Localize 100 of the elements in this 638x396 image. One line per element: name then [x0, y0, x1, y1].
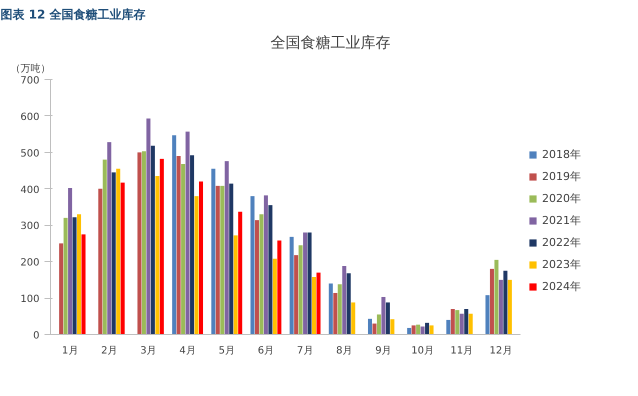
- legend-label: 2019年: [542, 169, 581, 184]
- bar: [446, 320, 450, 334]
- bar: [112, 172, 116, 334]
- bar: [450, 309, 455, 334]
- text: 图表 12 全国食糖工业库存: [0, 8, 146, 22]
- bar: [72, 217, 77, 334]
- bar: [150, 146, 155, 334]
- bar: [464, 309, 468, 334]
- bar: [220, 186, 224, 334]
- bar: [342, 266, 346, 334]
- bar: [176, 156, 181, 334]
- bar: [368, 318, 372, 334]
- bar: [120, 182, 125, 334]
- bar: [77, 214, 82, 334]
- bar: [107, 142, 112, 334]
- bar: [98, 188, 102, 334]
- bar: [160, 158, 164, 334]
- bar: [190, 155, 194, 334]
- bar: [316, 272, 321, 334]
- bar: [386, 302, 390, 334]
- bar: [372, 324, 376, 334]
- bar: [312, 276, 316, 334]
- bar: [498, 280, 503, 334]
- bar: [290, 236, 294, 334]
- bar: [407, 328, 412, 334]
- bar: [264, 195, 268, 334]
- bar: [390, 319, 394, 334]
- bar: [64, 218, 68, 334]
- bar: [346, 273, 351, 334]
- y-tick-label: 500: [20, 148, 40, 160]
- bar: [412, 325, 416, 334]
- x-tick-label: 8月: [336, 346, 352, 356]
- x-tick-label: 5月: [218, 346, 235, 356]
- bar: [250, 196, 254, 334]
- x-tick-label: 1月: [62, 346, 78, 356]
- bar: [272, 258, 277, 334]
- bar: [468, 314, 473, 334]
- bar: [376, 314, 381, 334]
- bar: [485, 295, 490, 334]
- x-tick-label: 12月: [490, 346, 512, 356]
- bar: [503, 270, 508, 334]
- legend-label: 2021年: [542, 213, 581, 228]
- chart-title: 全国食糖工业库存: [270, 34, 390, 52]
- bar: [102, 160, 107, 334]
- x-tick-label: 11月: [450, 346, 474, 356]
- bar: [216, 186, 220, 334]
- legend-label: 2024年: [542, 279, 581, 294]
- y-tick-label: 100: [20, 294, 40, 306]
- x-tick-label: 6月: [258, 346, 274, 356]
- x-tick-label: 7月: [296, 346, 314, 356]
- y-tick-label: 400: [20, 184, 40, 196]
- bar: [68, 188, 72, 334]
- legend-label: 2023年: [542, 257, 581, 272]
- bar: [416, 324, 420, 334]
- bar: [181, 164, 186, 334]
- bar: [430, 325, 434, 334]
- y-tick-label: 0: [33, 330, 40, 342]
- bar: [172, 135, 176, 334]
- bar: [490, 268, 494, 334]
- bar: [142, 151, 146, 334]
- legend-label: 2020年: [542, 191, 581, 206]
- x-tick-label: 4月: [179, 346, 196, 356]
- bar: [425, 322, 430, 334]
- bar: [298, 245, 303, 334]
- y-tick-label: 600: [20, 112, 40, 123]
- bar: [333, 292, 338, 334]
- bar: [328, 284, 333, 334]
- bar: [82, 234, 86, 334]
- bar: [211, 168, 216, 334]
- bar: [116, 168, 120, 334]
- y-tick-label: 200: [20, 258, 40, 269]
- legend-label: 2022年: [542, 235, 581, 250]
- bar: [420, 326, 425, 334]
- y-axis-title: （万吨）: [10, 62, 50, 74]
- bar: [186, 132, 190, 334]
- y-tick-label: 300: [20, 221, 40, 232]
- bar: [308, 232, 312, 334]
- bar: [455, 310, 460, 334]
- bar: [194, 196, 199, 334]
- bar: [259, 214, 264, 334]
- bar: [460, 314, 464, 334]
- bar: [224, 161, 229, 334]
- bar: [238, 212, 242, 334]
- bar: [494, 260, 498, 334]
- bar: [229, 184, 234, 334]
- legend-label: 2018年: [542, 147, 581, 162]
- bar: [277, 240, 282, 334]
- bar: [294, 255, 298, 334]
- bar: [146, 118, 150, 334]
- x-tick-label: 2月: [101, 346, 118, 356]
- bar: [508, 280, 512, 334]
- bar: [303, 232, 308, 334]
- bar: [199, 182, 204, 334]
- x-tick-label: 9月: [375, 346, 392, 356]
- x-tick-label: 10月: [411, 346, 434, 356]
- bar: [254, 220, 259, 334]
- bar: [338, 284, 342, 334]
- bar: [137, 152, 142, 334]
- bar: [381, 296, 386, 334]
- bar: [234, 235, 238, 334]
